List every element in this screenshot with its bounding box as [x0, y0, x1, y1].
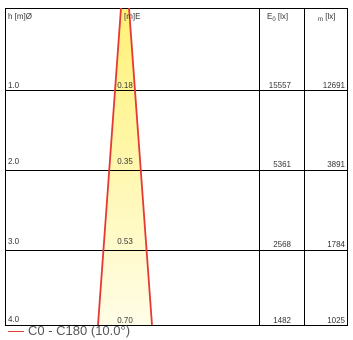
row-em-value: 3891 [327, 160, 345, 169]
row-e0-value: 5361 [273, 160, 291, 169]
row-diameter-value: 0.35 [117, 157, 133, 166]
row-em-value: 12691 [323, 81, 346, 90]
beam-edge-right [128, 7, 153, 326]
header-em: m [lx] [318, 12, 335, 23]
row-height-value: 1.0 [8, 81, 20, 90]
row-diameter-value: 0.53 [117, 237, 133, 246]
row-height-value: 2.0 [8, 157, 20, 166]
header-diameter: [m]E [124, 12, 140, 21]
row-em-value: 1025 [327, 316, 345, 325]
legend-label: C0 - C180 (10.0°) [28, 322, 131, 338]
row-e0-value: 15557 [269, 81, 292, 90]
legend: C0 - C180 (10.0°) [8, 322, 130, 338]
row-diameter-value: 0.18 [117, 81, 133, 90]
beam-edge-left [97, 7, 122, 326]
legend-line-swatch [8, 330, 24, 332]
row-em-value: 1784 [327, 240, 345, 249]
row-e0-value: 1482 [273, 316, 291, 325]
row-height-value: 3.0 [8, 237, 20, 246]
row-height-value: 4.0 [8, 315, 20, 324]
header-e0: E0 [lx] [267, 12, 288, 23]
row-e0-value: 2568 [273, 240, 291, 249]
header-height: h [m]Ø [8, 12, 32, 21]
beam-cone-fill [98, 8, 152, 325]
row-diameter-value: 0.70 [117, 316, 133, 325]
grid-frame [5, 8, 348, 326]
